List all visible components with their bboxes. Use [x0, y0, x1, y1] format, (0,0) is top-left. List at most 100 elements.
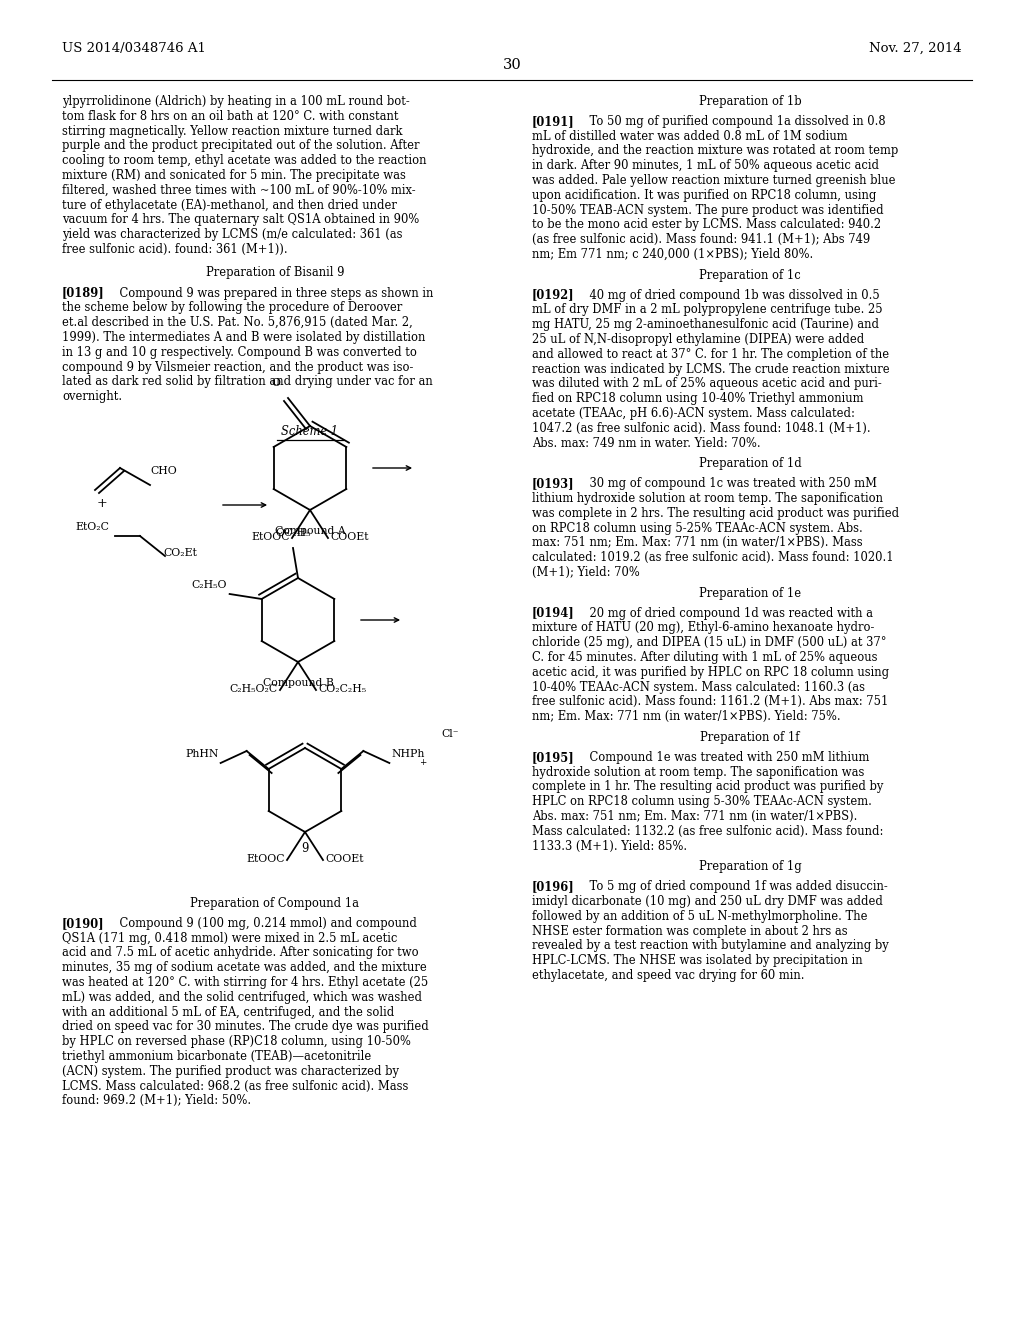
Text: Compound A: Compound A — [274, 525, 345, 536]
Text: acetate (TEAAc, pH 6.6)-ACN system. Mass calculated:: acetate (TEAAc, pH 6.6)-ACN system. Mass… — [532, 407, 855, 420]
Text: [0194]: [0194] — [532, 607, 574, 619]
Text: fied on RPC18 column using 10-40% Triethyl ammonium: fied on RPC18 column using 10-40% Trieth… — [532, 392, 863, 405]
Text: found: 969.2 (M+1); Yield: 50%.: found: 969.2 (M+1); Yield: 50%. — [62, 1094, 251, 1107]
Text: ethylacetate, and speed vac drying for 60 min.: ethylacetate, and speed vac drying for 6… — [532, 969, 805, 982]
Text: Mass calculated: 1132.2 (as free sulfonic acid). Mass found:: Mass calculated: 1132.2 (as free sulfoni… — [532, 825, 884, 838]
Text: in dark. After 90 minutes, 1 mL of 50% aqueous acetic acid: in dark. After 90 minutes, 1 mL of 50% a… — [532, 160, 879, 172]
Text: [0196]: [0196] — [532, 880, 574, 894]
Text: US 2014/0348746 A1: US 2014/0348746 A1 — [62, 42, 206, 55]
Text: LCMS. Mass calculated: 968.2 (as free sulfonic acid). Mass: LCMS. Mass calculated: 968.2 (as free su… — [62, 1080, 409, 1093]
Text: HPLC on RPC18 column using 5-30% TEAAc-ACN system.: HPLC on RPC18 column using 5-30% TEAAc-A… — [532, 795, 871, 808]
Text: hydroxide, and the reaction mixture was rotated at room temp: hydroxide, and the reaction mixture was … — [532, 144, 898, 157]
Text: Preparation of 1f: Preparation of 1f — [700, 731, 800, 744]
Text: free sulfonic acid). found: 361 (M+1)).: free sulfonic acid). found: 361 (M+1)). — [62, 243, 288, 256]
Text: OC₂H₅: OC₂H₅ — [275, 528, 310, 539]
Text: the scheme below by following the procedure of Deroover: the scheme below by following the proced… — [62, 301, 402, 314]
Text: O: O — [271, 378, 281, 388]
Text: PhHN: PhHN — [185, 748, 219, 759]
Text: mL of distilled water was added 0.8 mL of 1M sodium: mL of distilled water was added 0.8 mL o… — [532, 129, 848, 143]
Text: C₂H₅O: C₂H₅O — [191, 579, 226, 590]
Text: Preparation of 1d: Preparation of 1d — [698, 458, 802, 470]
Text: et.al described in the U.S. Pat. No. 5,876,915 (dated Mar. 2,: et.al described in the U.S. Pat. No. 5,8… — [62, 317, 413, 329]
Text: filtered, washed three times with ~100 mL of 90%-10% mix-: filtered, washed three times with ~100 m… — [62, 183, 416, 197]
Text: NHPh: NHPh — [391, 748, 425, 759]
Text: Compound 9 was prepared in three steps as shown in: Compound 9 was prepared in three steps a… — [105, 286, 433, 300]
Text: Preparation of 1c: Preparation of 1c — [699, 269, 801, 281]
Text: QS1A (171 mg, 0.418 mmol) were mixed in 2.5 mL acetic: QS1A (171 mg, 0.418 mmol) were mixed in … — [62, 932, 397, 945]
Text: chloride (25 mg), and DIPEA (15 uL) in DMF (500 uL) at 37°: chloride (25 mg), and DIPEA (15 uL) in D… — [532, 636, 887, 649]
Text: by HPLC on reversed phase (RP)C18 column, using 10-50%: by HPLC on reversed phase (RP)C18 column… — [62, 1035, 411, 1048]
Text: free sulfonic acid). Mass found: 1161.2 (M+1). Abs max: 751: free sulfonic acid). Mass found: 1161.2 … — [532, 696, 889, 709]
Text: Compound B: Compound B — [262, 678, 334, 688]
Text: overnight.: overnight. — [62, 391, 122, 403]
Text: 30 mg of compound 1c was treated with 250 mM: 30 mg of compound 1c was treated with 25… — [575, 478, 877, 490]
Text: [0190]: [0190] — [62, 917, 104, 929]
Text: (M+1); Yield: 70%: (M+1); Yield: 70% — [532, 566, 640, 579]
Text: lated as dark red solid by filtration and drying under vac for an: lated as dark red solid by filtration an… — [62, 375, 433, 388]
Text: lithium hydroxide solution at room temp. The saponification: lithium hydroxide solution at room temp.… — [532, 492, 883, 506]
Text: [0189]: [0189] — [62, 286, 104, 300]
Text: stirring magnetically. Yellow reaction mixture turned dark: stirring magnetically. Yellow reaction m… — [62, 124, 402, 137]
Text: Scheme 1: Scheme 1 — [282, 425, 339, 438]
Text: mL of dry DMF in a 2 mL polypropylene centrifuge tube. 25: mL of dry DMF in a 2 mL polypropylene ce… — [532, 304, 883, 317]
Text: on RPC18 column using 5-25% TEAAc-ACN system. Abs.: on RPC18 column using 5-25% TEAAc-ACN sy… — [532, 521, 863, 535]
Text: ture of ethylacetate (EA)-methanol, and then dried under: ture of ethylacetate (EA)-methanol, and … — [62, 198, 397, 211]
Text: ylpyrrolidinone (Aldrich) by heating in a 100 mL round bot-: ylpyrrolidinone (Aldrich) by heating in … — [62, 95, 410, 108]
Text: tom flask for 8 hrs on an oil bath at 120° C. with constant: tom flask for 8 hrs on an oil bath at 12… — [62, 110, 398, 123]
Text: [0191]: [0191] — [532, 115, 574, 128]
Text: imidyl dicarbonate (10 mg) and 250 uL dry DMF was added: imidyl dicarbonate (10 mg) and 250 uL dr… — [532, 895, 883, 908]
Text: Preparation of Bisanil 9: Preparation of Bisanil 9 — [206, 265, 344, 279]
Text: Compound 1e was treated with 250 mM lithium: Compound 1e was treated with 250 mM lith… — [575, 751, 869, 764]
Text: max: 751 nm; Em. Max: 771 nm (in water/1×PBS). Mass: max: 751 nm; Em. Max: 771 nm (in water/1… — [532, 536, 862, 549]
Text: HPLC-LCMS. The NHSE was isolated by precipitation in: HPLC-LCMS. The NHSE was isolated by prec… — [532, 954, 862, 968]
Text: 25 uL of N,N-disopropyl ethylamine (DIPEA) were added: 25 uL of N,N-disopropyl ethylamine (DIPE… — [532, 333, 864, 346]
Text: (as free sulfonic acid). Mass found: 941.1 (M+1); Abs 749: (as free sulfonic acid). Mass found: 941… — [532, 234, 870, 247]
Text: upon acidification. It was purified on RPC18 column, using: upon acidification. It was purified on R… — [532, 189, 877, 202]
Text: mixture (RM) and sonicated for 5 min. The precipitate was: mixture (RM) and sonicated for 5 min. Th… — [62, 169, 406, 182]
Text: calculated: 1019.2 (as free sulfonic acid). Mass found: 1020.1: calculated: 1019.2 (as free sulfonic aci… — [532, 552, 894, 564]
Text: yield was characterized by LCMS (m/e calculated: 361 (as: yield was characterized by LCMS (m/e cal… — [62, 228, 402, 242]
Text: compound 9 by Vilsmeier reaction, and the product was iso-: compound 9 by Vilsmeier reaction, and th… — [62, 360, 414, 374]
Text: [0192]: [0192] — [532, 289, 574, 301]
Text: acetic acid, it was purified by HPLC on RPC 18 column using: acetic acid, it was purified by HPLC on … — [532, 665, 889, 678]
Text: EtOOC: EtOOC — [252, 532, 290, 543]
Text: EtO₂C: EtO₂C — [75, 521, 109, 532]
Text: Preparation of 1g: Preparation of 1g — [698, 861, 802, 874]
Text: Compound 9 (100 mg, 0.214 mmol) and compound: Compound 9 (100 mg, 0.214 mmol) and comp… — [105, 917, 417, 929]
Text: 1999). The intermediates A and B were isolated by distillation: 1999). The intermediates A and B were is… — [62, 331, 425, 345]
Text: 10-50% TEAB-ACN system. The pure product was identified: 10-50% TEAB-ACN system. The pure product… — [532, 203, 884, 216]
Text: Preparation of Compound 1a: Preparation of Compound 1a — [190, 898, 359, 909]
Text: [0195]: [0195] — [532, 751, 574, 764]
Text: was added. Pale yellow reaction mixture turned greenish blue: was added. Pale yellow reaction mixture … — [532, 174, 896, 187]
Text: Nov. 27, 2014: Nov. 27, 2014 — [869, 42, 962, 55]
Text: EtOOC: EtOOC — [247, 854, 285, 865]
Text: followed by an addition of 5 uL N-methylmorpholine. The: followed by an addition of 5 uL N-methyl… — [532, 909, 867, 923]
Text: CHO: CHO — [150, 466, 177, 477]
Text: reaction was indicated by LCMS. The crude reaction mixture: reaction was indicated by LCMS. The crud… — [532, 363, 890, 376]
Text: 10-40% TEAAc-ACN system. Mass calculated: 1160.3 (as: 10-40% TEAAc-ACN system. Mass calculated… — [532, 681, 865, 693]
Text: COOEt: COOEt — [325, 854, 364, 865]
Text: mL) was added, and the solid centrifuged, which was washed: mL) was added, and the solid centrifuged… — [62, 991, 422, 1003]
Text: and allowed to react at 37° C. for 1 hr. The completion of the: and allowed to react at 37° C. for 1 hr.… — [532, 347, 889, 360]
Text: mixture of HATU (20 mg), Ethyl-6-amino hexanoate hydro-: mixture of HATU (20 mg), Ethyl-6-amino h… — [532, 622, 874, 635]
Text: triethyl ammonium bicarbonate (TEAB)—acetonitrile: triethyl ammonium bicarbonate (TEAB)—ace… — [62, 1049, 372, 1063]
Text: Abs. max: 749 nm in water. Yield: 70%.: Abs. max: 749 nm in water. Yield: 70%. — [532, 437, 761, 450]
Text: Preparation of 1e: Preparation of 1e — [699, 587, 801, 599]
Text: complete in 1 hr. The resulting acid product was purified by: complete in 1 hr. The resulting acid pro… — [532, 780, 884, 793]
Text: mg HATU, 25 mg 2-aminoethanesulfonic acid (Taurine) and: mg HATU, 25 mg 2-aminoethanesulfonic aci… — [532, 318, 879, 331]
Text: COOEt: COOEt — [330, 532, 369, 543]
Text: revealed by a test reaction with butylamine and analyzing by: revealed by a test reaction with butylam… — [532, 940, 889, 953]
Text: C. for 45 minutes. After diluting with 1 mL of 25% aqueous: C. for 45 minutes. After diluting with 1… — [532, 651, 878, 664]
Text: with an additional 5 mL of EA, centrifuged, and the solid: with an additional 5 mL of EA, centrifug… — [62, 1006, 394, 1019]
Text: 40 mg of dried compound 1b was dissolved in 0.5: 40 mg of dried compound 1b was dissolved… — [575, 289, 880, 301]
Text: Abs. max: 751 nm; Em. Max: 771 nm (in water/1×PBS).: Abs. max: 751 nm; Em. Max: 771 nm (in wa… — [532, 810, 857, 822]
Text: Preparation of 1b: Preparation of 1b — [698, 95, 802, 108]
Text: cooling to room temp, ethyl acetate was added to the reaction: cooling to room temp, ethyl acetate was … — [62, 154, 427, 168]
Text: Cl⁻: Cl⁻ — [441, 729, 459, 739]
Text: to be the mono acid ester by LCMS. Mass calculated: 940.2: to be the mono acid ester by LCMS. Mass … — [532, 218, 881, 231]
Text: CO₂Et: CO₂Et — [163, 548, 197, 558]
Text: vacuum for 4 hrs. The quaternary salt QS1A obtained in 90%: vacuum for 4 hrs. The quaternary salt QS… — [62, 214, 419, 227]
Text: 9: 9 — [301, 842, 308, 855]
Text: +: + — [97, 498, 108, 510]
Text: minutes, 35 mg of sodium acetate was added, and the mixture: minutes, 35 mg of sodium acetate was add… — [62, 961, 427, 974]
